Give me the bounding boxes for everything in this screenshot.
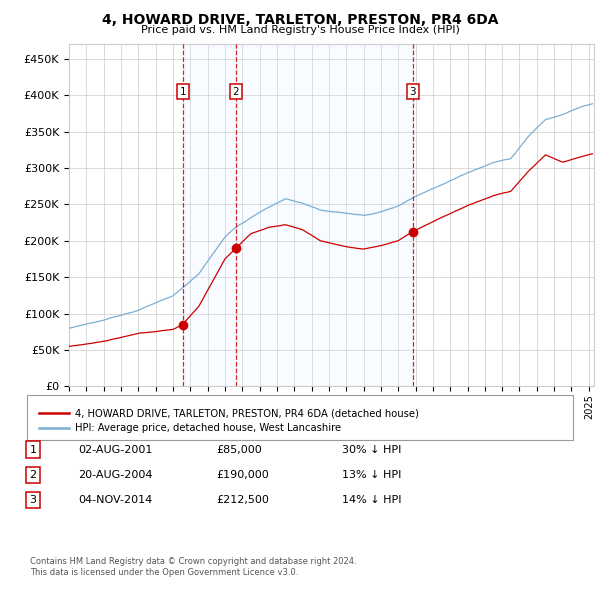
Text: This data is licensed under the Open Government Licence v3.0.: This data is licensed under the Open Gov…: [30, 568, 298, 577]
Text: 2: 2: [29, 470, 37, 480]
Text: 4, HOWARD DRIVE, TARLETON, PRESTON, PR4 6DA: 4, HOWARD DRIVE, TARLETON, PRESTON, PR4 …: [102, 13, 498, 27]
Text: 1: 1: [179, 87, 187, 97]
Text: 3: 3: [409, 87, 416, 97]
Text: £190,000: £190,000: [216, 470, 269, 480]
Text: £212,500: £212,500: [216, 496, 269, 505]
Text: Price paid vs. HM Land Registry's House Price Index (HPI): Price paid vs. HM Land Registry's House …: [140, 25, 460, 35]
Text: £85,000: £85,000: [216, 445, 262, 454]
Text: 4, HOWARD DRIVE, TARLETON, PRESTON, PR4 6DA (detached house): 4, HOWARD DRIVE, TARLETON, PRESTON, PR4 …: [75, 408, 419, 418]
Text: 2: 2: [233, 87, 239, 97]
Text: Contains HM Land Registry data © Crown copyright and database right 2024.: Contains HM Land Registry data © Crown c…: [30, 558, 356, 566]
Text: 30% ↓ HPI: 30% ↓ HPI: [342, 445, 401, 454]
Bar: [236, 44, 413, 386]
Text: 14% ↓ HPI: 14% ↓ HPI: [342, 496, 401, 505]
Text: 20-AUG-2004: 20-AUG-2004: [78, 470, 152, 480]
Bar: [183, 44, 236, 386]
Text: 1: 1: [29, 445, 37, 454]
Text: 02-AUG-2001: 02-AUG-2001: [78, 445, 152, 454]
Text: 04-NOV-2014: 04-NOV-2014: [78, 496, 152, 505]
Text: 13% ↓ HPI: 13% ↓ HPI: [342, 470, 401, 480]
Text: HPI: Average price, detached house, West Lancashire: HPI: Average price, detached house, West…: [75, 423, 341, 432]
Text: 3: 3: [29, 496, 37, 505]
